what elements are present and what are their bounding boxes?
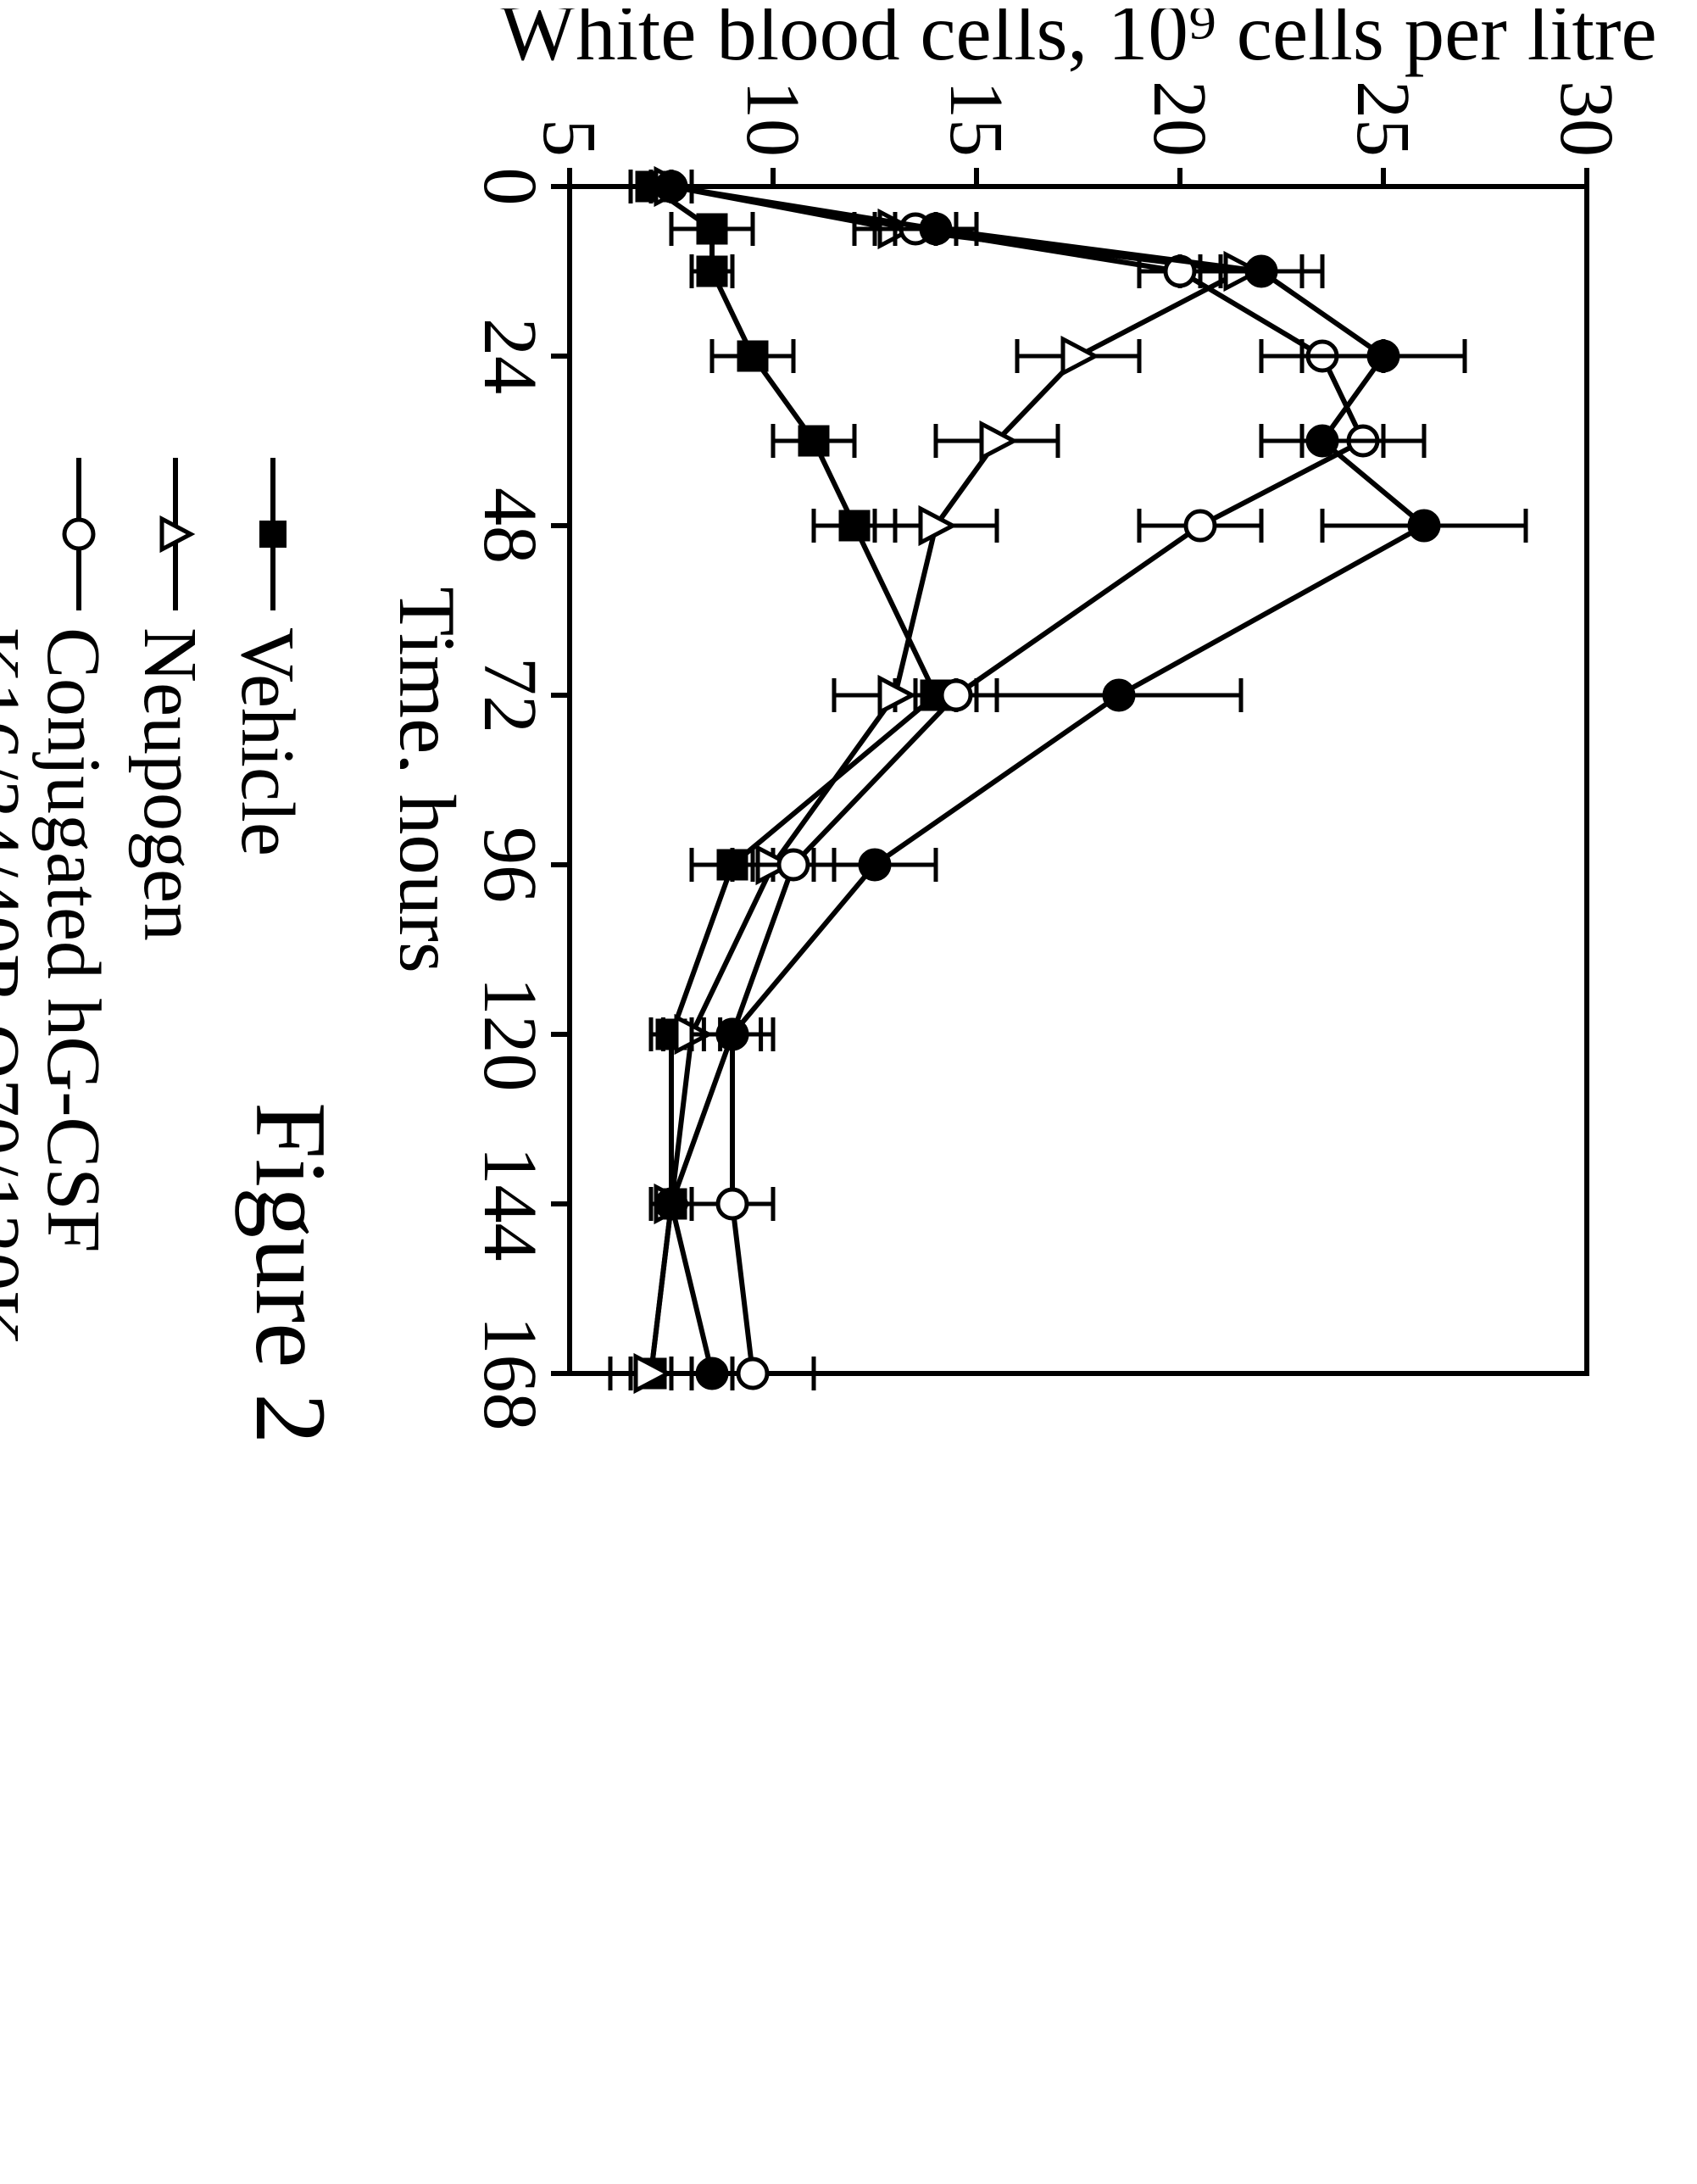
legend-swatch-neupogen [151,458,202,610]
legend-row-neupogen: Neupogen [130,458,210,1444]
wbc-time-chart: 5 10 15 20 25 30 0 24 48 72 96 120 144 168 White blood… [400,8,1689,1535]
legend-row-conj1: Conjugated hG-CSF K16/34/40R Q70/120K [0,458,113,1444]
legend-swatch-vehicle [248,458,298,610]
legend-label-conj1: Conjugated hG-CSF K16/34/40R Q70/120K [0,627,113,1346]
svg-text:15: 15 [934,81,1018,157]
legend-swatch-conj1 [53,458,104,610]
svg-text:48: 48 [468,488,552,564]
svg-text:24: 24 [468,318,552,394]
svg-text:144: 144 [468,1147,552,1262]
legend-row-vehicle: Vehicle [227,458,308,1444]
svg-text:168: 168 [468,1317,552,1431]
legend: Vehicle Neupogen Conjugated hG-CSF K16/3… [0,458,307,1444]
svg-text:Time, hours: Time, hours [400,587,472,973]
svg-text:30: 30 [1544,81,1628,157]
svg-text:10: 10 [731,81,815,157]
svg-text:20: 20 [1138,81,1221,157]
svg-text:White blood cells, 10⁹ cells p: White blood cells, 10⁹ cells per litre [499,8,1656,77]
svg-text:120: 120 [468,978,552,1092]
svg-text:5: 5 [527,119,611,157]
svg-text:0: 0 [468,168,552,206]
svg-text:72: 72 [468,657,552,733]
legend-label-vehicle: Vehicle [227,627,308,856]
legend-label-neupogen: Neupogen [130,627,210,941]
svg-text:96: 96 [468,827,552,903]
svg-text:25: 25 [1341,81,1425,157]
